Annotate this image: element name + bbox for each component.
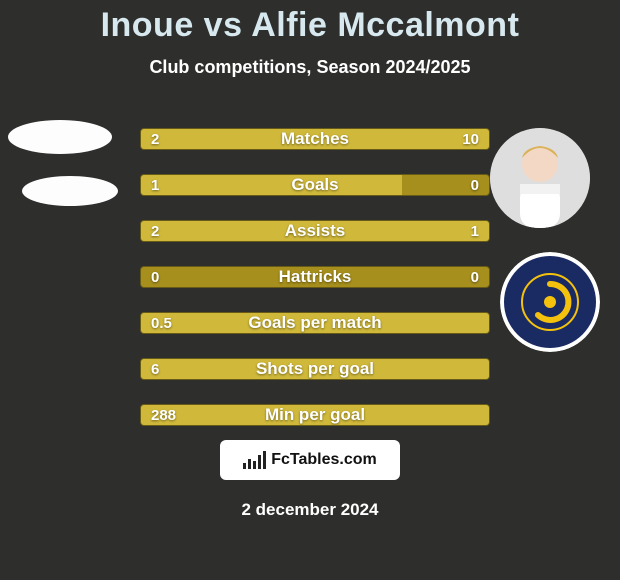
source-badge-text: FcTables.com [271,451,377,469]
player-avatar-right [490,128,590,228]
avatar-placeholder-icon [490,128,590,228]
source-badge: FcTables.com [220,440,400,480]
left-placeholder-top [8,120,112,154]
bar-left [141,359,489,379]
left-placeholder-bottom [22,176,118,206]
stat-row: Goals per match0.5 [140,312,490,334]
bar-left [141,221,371,241]
stat-row: Hattricks0 0 [140,266,490,288]
footer-date: 2 december 2024 [0,500,620,520]
comparison-infographic: Inoue vs Alfie Mccalmont Club competitio… [0,0,620,580]
club-badge-right [500,252,600,352]
bar-right [371,221,489,241]
stat-value-right: 0 [471,267,479,287]
bar-right [197,129,489,149]
bar-left [141,129,197,149]
stats-panel: Matches210Goals10Assists21Hattricks00Goa… [140,128,490,426]
bar-left [141,405,489,425]
bar-left [141,175,402,195]
stat-value-right: 0 [471,175,479,195]
club-crest-icon [500,252,600,352]
stat-row: Assists21 [140,220,490,242]
bar-chart-icon [243,451,265,469]
stat-value-left: 0 [151,267,159,287]
stat-row: Shots per goal6 [140,358,490,380]
stat-label: Hattricks [141,267,489,287]
stat-row: Matches210 [140,128,490,150]
page-subtitle: Club competitions, Season 2024/2025 [0,57,620,78]
stat-row: Min per goal288 [140,404,490,426]
page-title: Inoue vs Alfie Mccalmont [0,0,620,45]
bar-left [141,313,489,333]
stat-row: Goals10 [140,174,490,196]
